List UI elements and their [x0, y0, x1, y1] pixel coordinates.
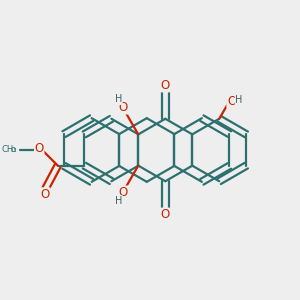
- Text: O: O: [41, 188, 50, 201]
- Text: o: o: [11, 146, 16, 154]
- Text: H: H: [115, 196, 122, 206]
- Text: O: O: [227, 94, 236, 108]
- Text: CH₃: CH₃: [2, 146, 17, 154]
- Text: O: O: [161, 208, 170, 221]
- Text: O: O: [34, 142, 44, 155]
- Text: H: H: [235, 95, 243, 105]
- Text: O: O: [119, 101, 128, 114]
- Text: O: O: [119, 186, 128, 199]
- Text: O: O: [161, 79, 170, 92]
- Text: H: H: [115, 94, 122, 104]
